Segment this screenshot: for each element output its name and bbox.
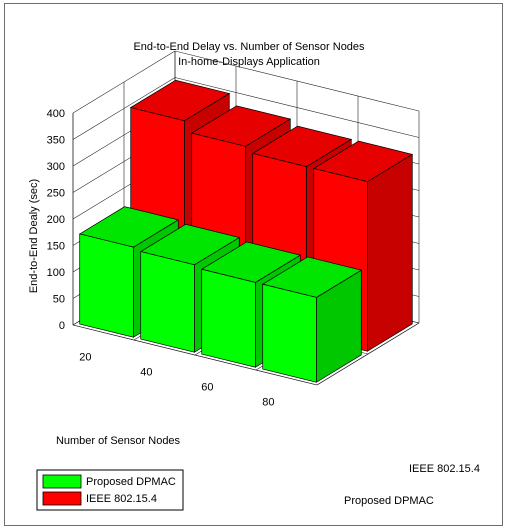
bar-ieee-802-15-4-80 [367, 153, 413, 352]
y-tick-label: 0 [59, 320, 65, 332]
y-tick-label: 150 [47, 241, 65, 253]
y-axis-label: End-to-End Dealy (sec) [28, 179, 40, 293]
grid-line [174, 77, 420, 138]
bar-proposed-dpmac-20 [79, 233, 134, 338]
legend-swatch-series-1 [42, 474, 82, 489]
x-axis-line [72, 324, 318, 386]
grid-line [72, 50, 176, 114]
y-tick-label: 400 [47, 108, 65, 120]
y-tick-label: 50 [53, 294, 65, 306]
y-tick-label: 250 [47, 188, 65, 200]
x-tick-label: 20 [79, 352, 91, 364]
chart-subtitle: In-home-Displays Application [178, 56, 320, 68]
legend: Proposed DPMAC IEEE 802.15.4 [36, 469, 184, 511]
depth-label-series-2: IEEE 802.15.4 [409, 463, 480, 475]
bars-group [78, 79, 414, 383]
legend-label-series-1: Proposed DPMAC [86, 476, 176, 488]
y-tick-label: 200 [47, 214, 65, 226]
x-tick-label: 40 [140, 367, 152, 379]
bar-proposed-dpmac-40 [140, 251, 195, 353]
bar-proposed-dpmac-60 [201, 268, 256, 368]
grid-line [72, 77, 176, 140]
x-tick-labels: 20 40 60 80 [79, 352, 274, 409]
bar-proposed-dpmac-80 [262, 283, 317, 383]
x-tick-label: 80 [262, 397, 274, 409]
legend-swatch-series-2 [42, 491, 82, 506]
bar-chart-3d: End-to-End Delay vs. Number of Sensor No… [28, 41, 480, 511]
figure-frame: End-to-End Delay vs. Number of Sensor No… [4, 3, 503, 526]
depth-axis-line [316, 322, 420, 386]
depth-label-series-1: Proposed DPMAC [344, 495, 434, 507]
chart-title: End-to-End Delay vs. Number of Sensor No… [133, 41, 365, 53]
y-tick-label: 100 [47, 267, 65, 279]
x-tick-label: 60 [201, 382, 213, 394]
x-axis-label: Number of Sensor Nodes [56, 435, 181, 447]
grid-line [174, 50, 420, 112]
legend-label-series-2: IEEE 802.15.4 [86, 493, 157, 505]
y-tick-label: 350 [47, 135, 65, 147]
y-tick-label: 300 [47, 161, 65, 173]
y-tick-labels: 0 50 100 150 200 250 300 350 400 [47, 108, 65, 332]
